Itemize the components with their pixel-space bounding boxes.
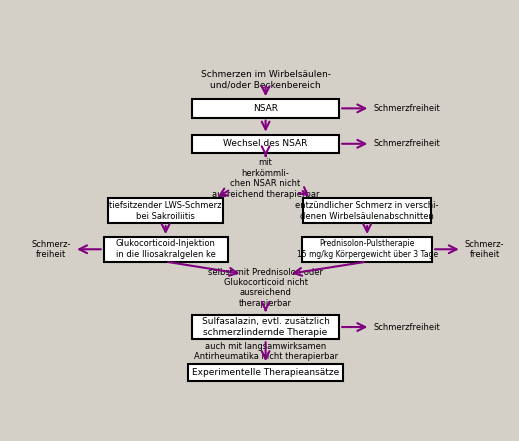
Bar <box>108 198 223 223</box>
Text: tiefsitzender LWS-Schmerz
bei Sakroiliitis: tiefsitzender LWS-Schmerz bei Sakroiliit… <box>110 201 222 221</box>
Text: auch mit langsamwirksamen
Antirheumatika nicht therapierbar: auch mit langsamwirksamen Antirheumatika… <box>194 342 338 361</box>
Text: Glukocorticoid-Injektion
in die Iliosakralgelen ke: Glukocorticoid-Injektion in die Iliosakr… <box>116 239 215 259</box>
Text: Schmerz-
freiheit: Schmerz- freiheit <box>32 239 71 259</box>
Text: Schmerzen im Wirbelsäulen-
und/oder Beckenbereich: Schmerzen im Wirbelsäulen- und/oder Beck… <box>201 70 331 89</box>
Text: Schmerzfreiheit: Schmerzfreiheit <box>373 322 440 332</box>
Text: Sulfasalazin, evtl. zusätzlich
schmerzlindernde Therapie: Sulfasalazin, evtl. zusätzlich schmerzli… <box>202 317 330 337</box>
Bar <box>104 237 228 262</box>
Text: mit
herkömmli-
chen NSAR nicht
ausreichend therapierbar: mit herkömmli- chen NSAR nicht ausreiche… <box>212 158 319 198</box>
Bar <box>192 315 339 340</box>
Text: selbst mit Prednisolon oder
Glukocorticoid nicht
ausreichend
therapierbar: selbst mit Prednisolon oder Glukocortico… <box>208 268 323 308</box>
Bar <box>192 99 339 118</box>
Bar <box>192 135 339 153</box>
Text: Schmerzfreiheit: Schmerzfreiheit <box>373 104 440 113</box>
Text: Prednisolon-Pulstherapie
15 mg/kg Körpergewicht über 3 Tage: Prednisolon-Pulstherapie 15 mg/kg Körper… <box>296 239 438 259</box>
Bar <box>302 237 432 262</box>
Bar <box>188 364 343 381</box>
Text: Wechsel des NSAR: Wechsel des NSAR <box>223 139 308 148</box>
Text: Experimentelle Therapieansätze: Experimentelle Therapieansätze <box>192 368 339 377</box>
Text: NSAR: NSAR <box>253 104 278 113</box>
Bar <box>303 198 431 223</box>
Text: Schmerz-
freiheit: Schmerz- freiheit <box>465 239 504 259</box>
Text: entzündlicher Schmerz in verschi-
denen Wirbelsäulenabschnitten: entzündlicher Schmerz in verschi- denen … <box>295 201 439 221</box>
Text: Schmerzfreiheit: Schmerzfreiheit <box>373 139 440 148</box>
